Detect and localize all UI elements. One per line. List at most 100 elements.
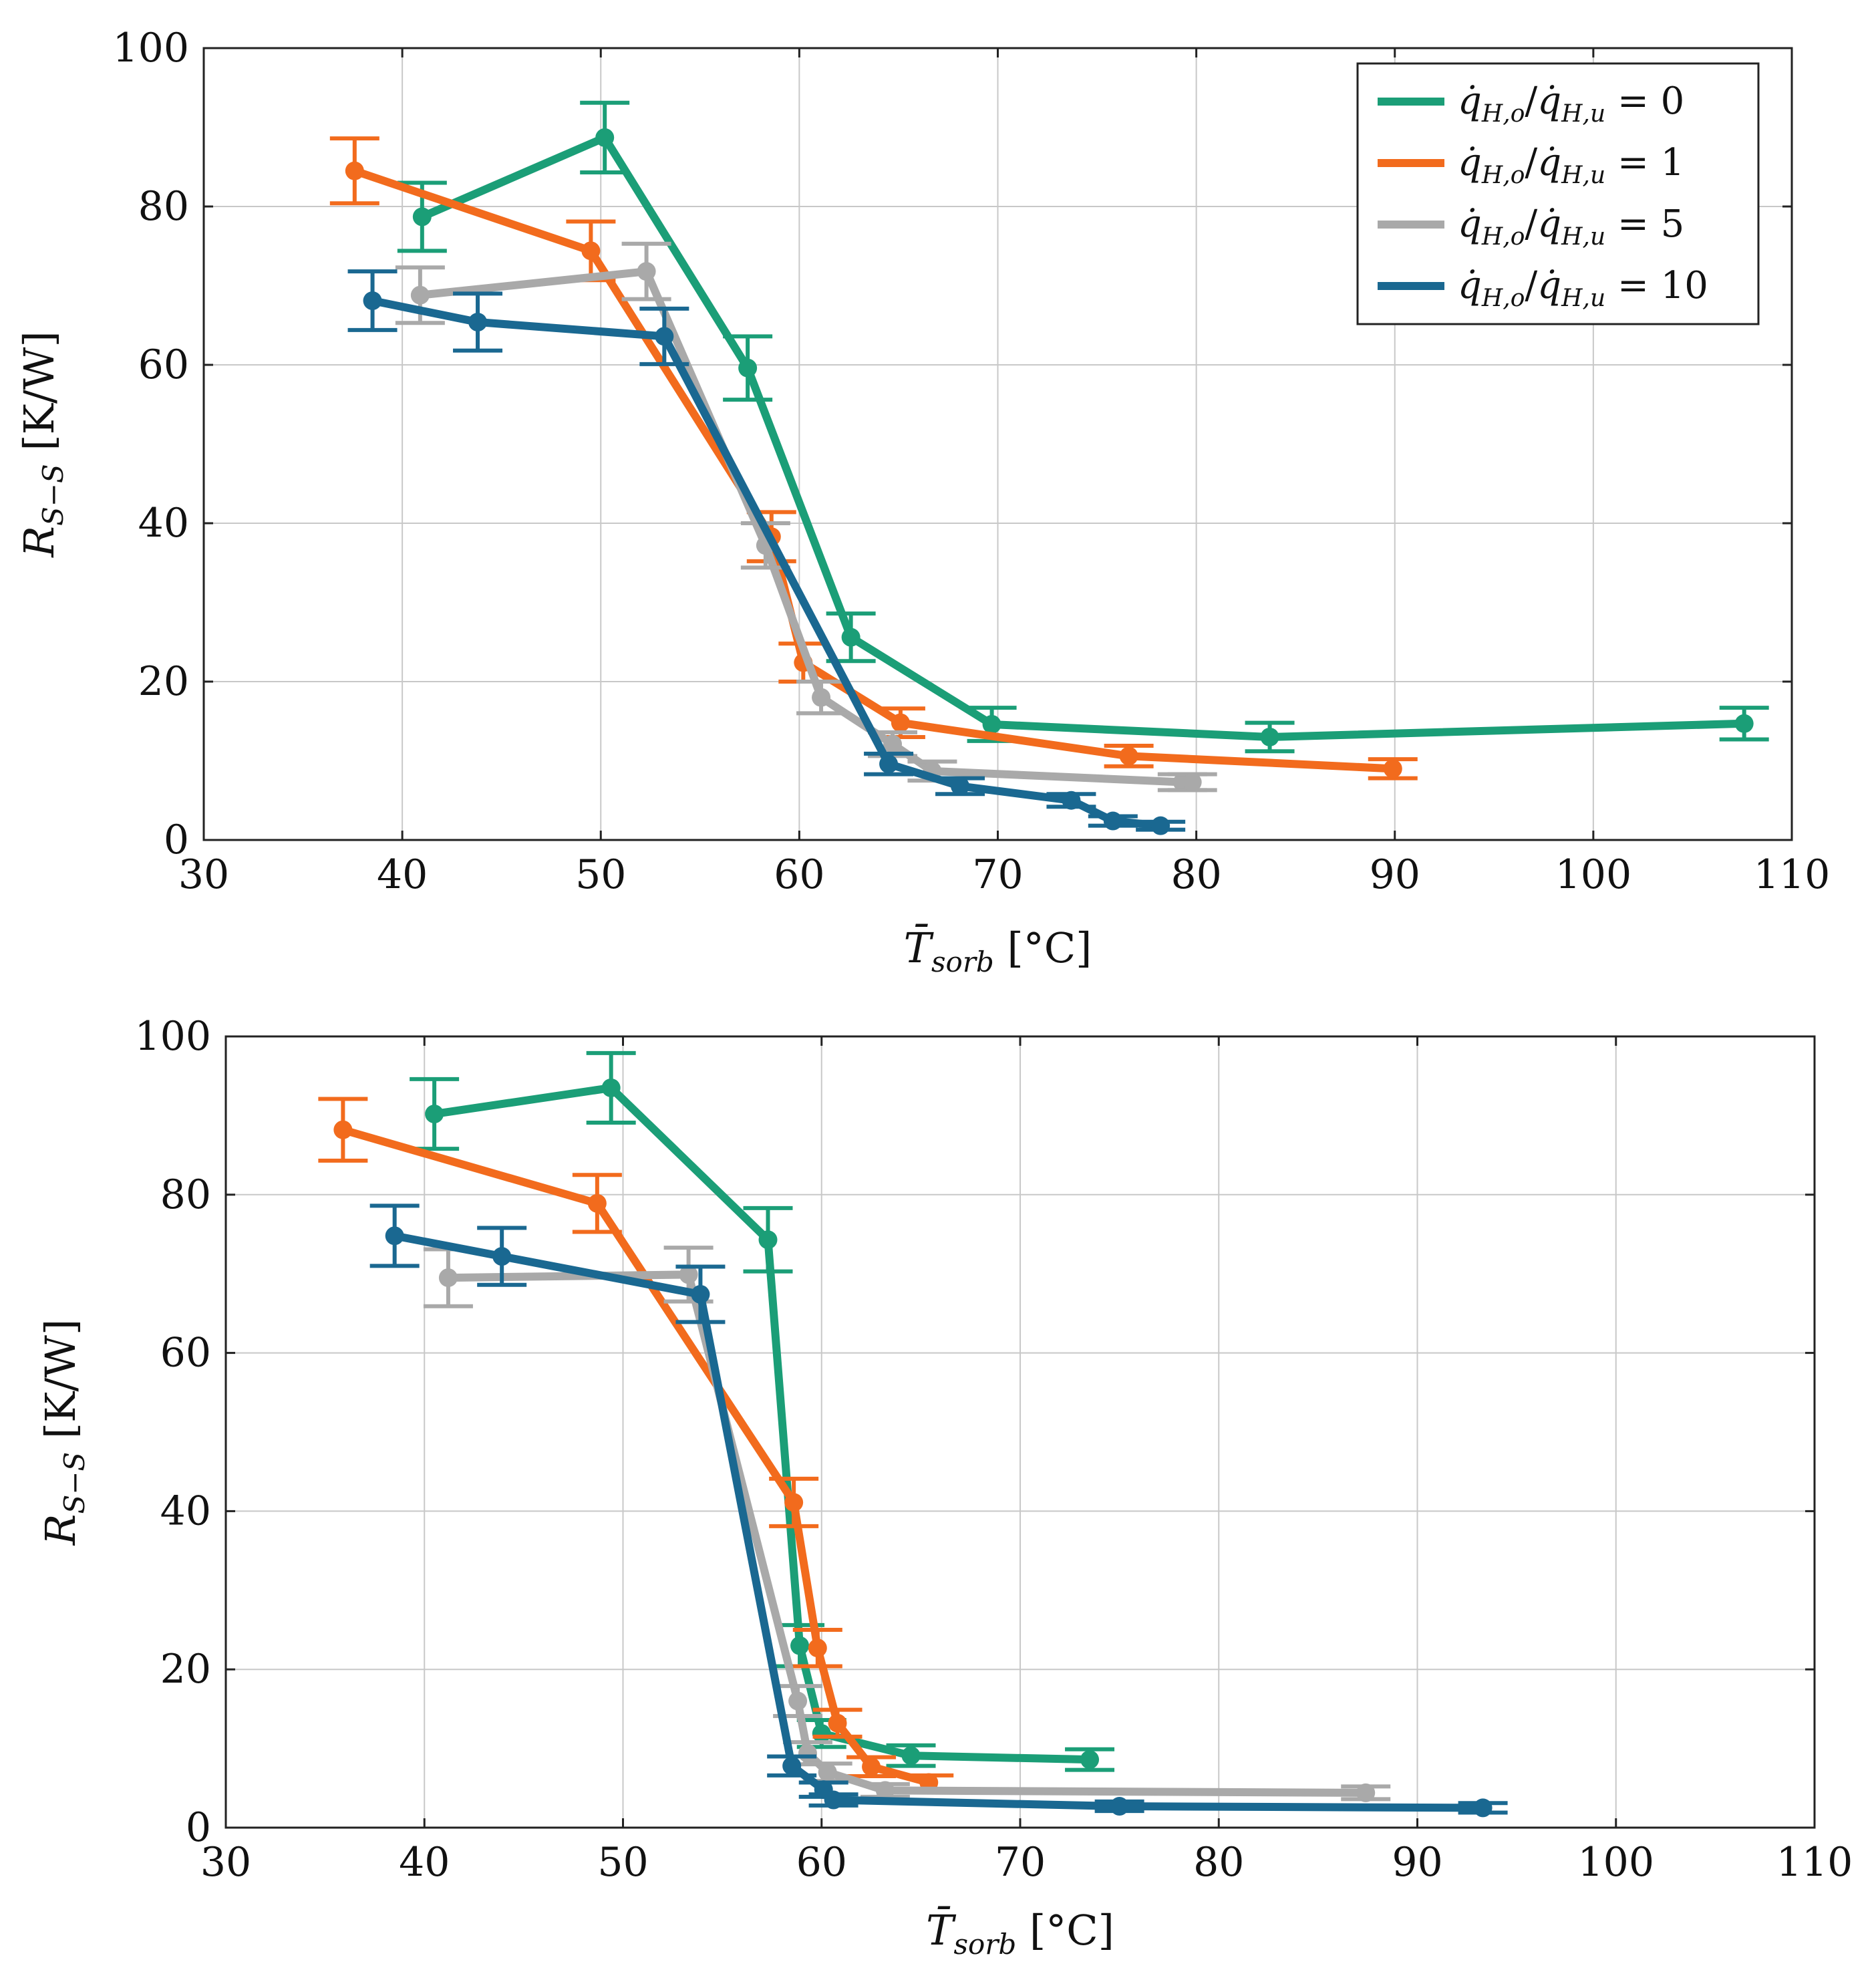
- x-tick-label: 100: [1577, 1839, 1654, 1886]
- data-point: [1080, 1750, 1100, 1769]
- x-tick-label: 30: [200, 1839, 251, 1886]
- data-point: [425, 1105, 444, 1124]
- data-point: [891, 713, 910, 732]
- data-point: [363, 291, 382, 311]
- y-tick-label: 100: [112, 25, 189, 72]
- y-tick-label: 0: [186, 1804, 211, 1851]
- data-point: [782, 1756, 802, 1776]
- data-point: [587, 1193, 607, 1213]
- data-point: [1103, 811, 1122, 831]
- y-tick-label: 0: [164, 817, 189, 863]
- data-point: [333, 1120, 353, 1139]
- data-point: [812, 1724, 831, 1743]
- legend-label-orange: q̇H,o/q̇H,u = 1: [1458, 141, 1684, 189]
- data-point: [828, 1713, 847, 1733]
- y-tick-label: 40: [160, 1487, 211, 1534]
- y-tick-label: 100: [134, 1013, 211, 1060]
- series-blue: [347, 269, 1186, 835]
- x-tick-label: 110: [1776, 1839, 1853, 1886]
- x-axis-label: T̄sorb [°C]: [926, 1906, 1114, 1961]
- data-point: [637, 262, 656, 281]
- data-point: [879, 754, 899, 774]
- y-tick-label: 20: [160, 1646, 211, 1693]
- series-line: [350, 166, 1397, 773]
- series-blue: [369, 1203, 1508, 1818]
- data-point: [841, 627, 861, 647]
- legend-box: [1356, 62, 1760, 325]
- data-point: [1110, 1797, 1129, 1816]
- series-line: [339, 1125, 933, 1787]
- legend-label-gray: q̇H,o/q̇H,u = 5: [1458, 202, 1684, 251]
- x-tick-label: 60: [774, 851, 824, 898]
- data-point: [824, 1790, 843, 1810]
- series-gray: [423, 1246, 1391, 1802]
- series-green: [410, 1050, 1115, 1772]
- data-point: [601, 1078, 621, 1097]
- x-tick-label: 100: [1555, 851, 1632, 898]
- grid: [226, 1036, 1815, 1828]
- y-tick-label: 80: [138, 183, 189, 230]
- data-point: [812, 688, 831, 707]
- data-point: [691, 1284, 710, 1304]
- data-point: [679, 1265, 698, 1284]
- data-point: [492, 1247, 512, 1266]
- y-axis-label: RS−S [K/W]: [15, 331, 69, 557]
- x-tick-label: 90: [1370, 851, 1420, 898]
- x-axis-label: T̄sorb [°C]: [904, 924, 1092, 978]
- data-point: [438, 1268, 458, 1288]
- data-point: [410, 285, 430, 305]
- data-point: [951, 776, 970, 796]
- data-point: [412, 207, 432, 227]
- data-point: [798, 1743, 817, 1763]
- x-tick-label: 110: [1754, 851, 1831, 898]
- legend-label-blue: q̇H,o/q̇H,u = 10: [1458, 264, 1708, 312]
- data-point: [862, 1757, 881, 1776]
- x-tick-label: 30: [178, 851, 229, 898]
- y-tick-label: 80: [160, 1171, 211, 1218]
- data-point: [982, 714, 1001, 734]
- y-tick-label: 60: [138, 341, 189, 388]
- series-orange: [318, 1097, 954, 1792]
- data-point: [385, 1226, 404, 1246]
- x-tick-label: 50: [575, 851, 626, 898]
- data-point: [1260, 727, 1279, 746]
- x-tick-label: 40: [399, 1839, 450, 1886]
- data-point: [738, 358, 758, 378]
- x-tick-label: 50: [597, 1839, 648, 1886]
- data-point: [1383, 759, 1402, 778]
- chart-top: 30 40 50 60 70 80 90 100 110 0 20 40 60 80 100 T̄sorb […: [15, 25, 1830, 978]
- series-green: [397, 100, 1769, 754]
- y-tick-label: 60: [160, 1330, 211, 1377]
- data-point: [581, 241, 601, 261]
- data-point: [1734, 714, 1754, 733]
- data-point: [655, 327, 674, 346]
- x-tick-label: 60: [796, 1839, 847, 1886]
- legend-label-green: q̇H,o/q̇H,u = 0: [1458, 80, 1684, 128]
- y-tick-label: 40: [138, 500, 189, 547]
- data-point: [788, 1691, 808, 1711]
- data-point: [875, 1781, 895, 1800]
- x-tick-label: 90: [1392, 1839, 1442, 1886]
- x-tick-label: 70: [995, 1839, 1046, 1886]
- data-point: [1356, 1783, 1376, 1802]
- x-tick-label: 40: [377, 851, 428, 898]
- data-point: [758, 1230, 778, 1250]
- y-axis-label: RS−S [K/W]: [36, 1319, 91, 1546]
- data-point: [790, 1636, 810, 1655]
- data-point: [345, 161, 364, 180]
- data-point: [1183, 772, 1202, 792]
- data-point: [1473, 1798, 1493, 1818]
- series-orange: [329, 136, 1418, 781]
- y-tick-label: 20: [138, 658, 189, 705]
- data-point: [818, 1763, 837, 1782]
- data-point: [901, 1746, 921, 1765]
- x-tick-label: 80: [1170, 851, 1221, 898]
- data-point: [595, 128, 615, 147]
- data-point: [1151, 816, 1170, 835]
- data-point: [468, 313, 488, 332]
- data-point: [1119, 746, 1138, 766]
- series-line: [390, 1232, 1487, 1812]
- chart-bottom: 30 40 50 60 70 80 90 100 110 0 20 40 60 80 100 T̄sorb […: [36, 1013, 1853, 1961]
- data-point: [883, 734, 903, 754]
